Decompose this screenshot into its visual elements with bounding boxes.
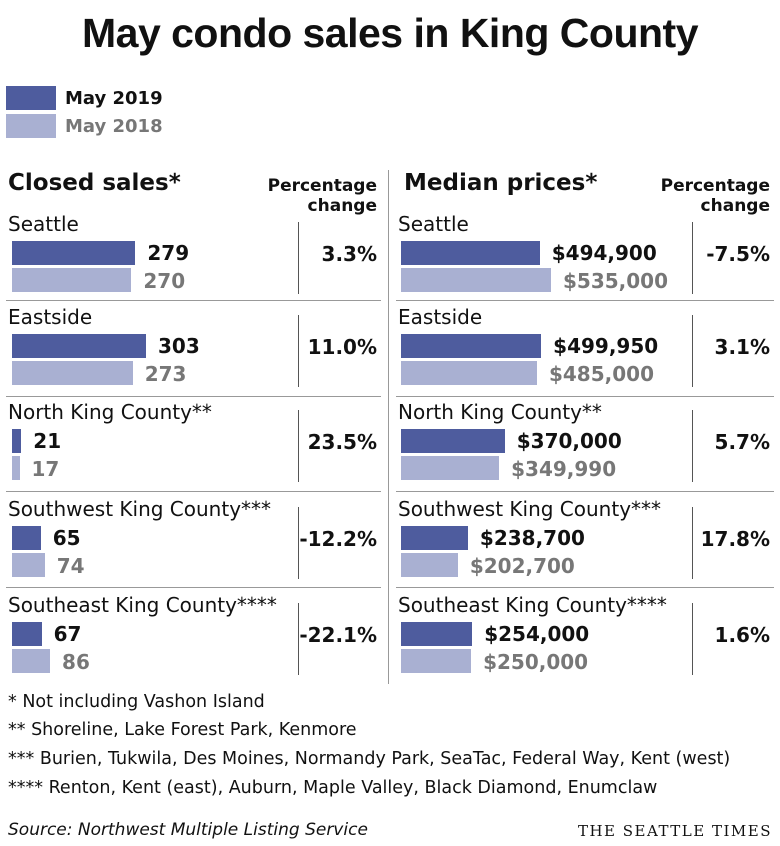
- price-pct-change: 1.6%: [714, 623, 770, 647]
- sales-bar-2019: [12, 241, 136, 265]
- sales-value-2019: 67: [53, 622, 82, 646]
- sales-bar-2019: [12, 622, 42, 646]
- price-value-2018: $535,000: [563, 269, 669, 293]
- price-value-2018: $250,000: [483, 650, 589, 674]
- sales-pct-change: -12.2%: [299, 527, 377, 551]
- price-bar-2018: [401, 361, 537, 385]
- footnote-3: *** Burien, Tukwila, Des Moines, Normand…: [8, 749, 731, 769]
- sales-value-2019: 65: [52, 526, 81, 550]
- price-region-label: Southeast King County****: [398, 593, 667, 617]
- sales-bar-2018: [12, 361, 133, 385]
- price-row-separator: [396, 491, 774, 492]
- legend-item-2019: May 2019: [6, 86, 163, 110]
- sales-region-label: Seattle: [8, 212, 79, 236]
- price-value-2019: $254,000: [484, 622, 590, 646]
- sales-pct-change: 3.3%: [321, 242, 377, 266]
- price-pct-divider: [692, 603, 693, 675]
- sales-bar-2018: [12, 268, 132, 292]
- price-bar-2018: [401, 268, 551, 292]
- sales-value-2018: 17: [31, 457, 60, 481]
- legend-label-2018: May 2018: [65, 115, 163, 137]
- sales-bar-2019: [12, 526, 41, 550]
- price-row-separator: [396, 396, 774, 397]
- price-pct-divider: [692, 410, 693, 482]
- price-bar-2019: [401, 429, 505, 453]
- sales-panel-title: Closed sales*: [8, 170, 181, 196]
- price-row-separator: [396, 300, 774, 301]
- price-region-label: Eastside: [398, 305, 483, 329]
- price-pct-divider: [692, 222, 693, 294]
- sales-region-label: Southwest King County***: [8, 497, 272, 521]
- sales-pct-change: 23.5%: [307, 430, 377, 454]
- sales-pct-header: Percentage change: [267, 176, 377, 216]
- price-bar-2019: [401, 334, 542, 358]
- publisher-logo: THE SEATTLE TIMES: [577, 822, 772, 840]
- footnote-4: **** Renton, Kent (east), Auburn, Maple …: [8, 778, 658, 798]
- price-region-label: Seattle: [398, 212, 469, 236]
- legend-swatch-2018: [6, 114, 56, 138]
- sales-pct-divider: [298, 603, 299, 675]
- sales-value-2019: 279: [147, 241, 190, 265]
- price-value-2018: $349,990: [511, 457, 617, 481]
- sales-bar-2018: [12, 456, 20, 480]
- price-value-2019: $494,900: [551, 241, 657, 265]
- price-pct-header: Percentage change: [660, 176, 770, 216]
- price-pct-change: 5.7%: [714, 430, 770, 454]
- price-row-separator: [396, 587, 774, 588]
- price-pct-divider: [692, 315, 693, 387]
- legend-label-2019: May 2019: [65, 87, 163, 109]
- price-bar-2019: [401, 241, 540, 265]
- sales-value-2019: 303: [158, 334, 200, 358]
- sales-bar-2018: [12, 553, 45, 577]
- sales-row-separator: [6, 587, 381, 588]
- price-bar-2018: [401, 553, 458, 577]
- sales-pct-divider: [298, 410, 299, 482]
- price-bar-2018: [401, 649, 472, 673]
- price-panel-title: Median prices*: [404, 170, 598, 196]
- price-region-label: Southwest King County***: [398, 497, 662, 521]
- sales-pct-divider: [298, 507, 299, 579]
- sales-pct-change: 11.0%: [307, 335, 377, 359]
- sales-row-separator: [6, 396, 381, 397]
- sales-value-2019: 21: [33, 429, 62, 453]
- chart-title: May condo sales in King County: [81, 10, 699, 56]
- source-note: Source: Northwest Multiple Listing Servi…: [8, 820, 368, 840]
- sales-region-label: Eastside: [8, 305, 93, 329]
- sales-pct-change: -22.1%: [299, 623, 377, 647]
- price-pct-change: -7.5%: [706, 242, 770, 266]
- sales-value-2018: 270: [143, 269, 186, 293]
- legend-swatch-2019: [6, 86, 56, 110]
- price-bar-2018: [401, 456, 500, 480]
- sales-region-label: North King County**: [8, 400, 212, 424]
- price-value-2019: $238,700: [479, 526, 585, 550]
- footnote-2: ** Shoreline, Lake Forest Park, Kenmore: [8, 720, 357, 740]
- sales-pct-divider: [298, 222, 299, 294]
- sales-bar-2019: [12, 429, 22, 453]
- sales-bar-2018: [12, 649, 51, 673]
- price-value-2018: $202,700: [469, 554, 575, 578]
- price-pct-change: 3.1%: [714, 335, 770, 359]
- sales-row-separator: [6, 300, 381, 301]
- price-value-2019: $370,000: [516, 429, 622, 453]
- price-value-2018: $485,000: [548, 362, 654, 386]
- sales-row-separator: [6, 491, 381, 492]
- sales-region-label: Southeast King County****: [8, 593, 277, 617]
- price-value-2019: $499,950: [553, 334, 659, 358]
- footnote-1: * Not including Vashon Island: [8, 692, 265, 712]
- legend-item-2018: May 2018: [6, 114, 163, 138]
- price-bar-2019: [401, 622, 473, 646]
- panel-divider: [388, 170, 389, 684]
- sales-value-2018: 86: [62, 650, 90, 674]
- sales-pct-divider: [298, 315, 299, 387]
- price-pct-change: 17.8%: [700, 527, 770, 551]
- price-bar-2019: [401, 526, 468, 550]
- price-region-label: North King County**: [398, 400, 602, 424]
- price-pct-divider: [692, 507, 693, 579]
- sales-value-2018: 74: [56, 554, 85, 578]
- sales-value-2018: 273: [144, 362, 187, 386]
- sales-bar-2019: [12, 334, 146, 358]
